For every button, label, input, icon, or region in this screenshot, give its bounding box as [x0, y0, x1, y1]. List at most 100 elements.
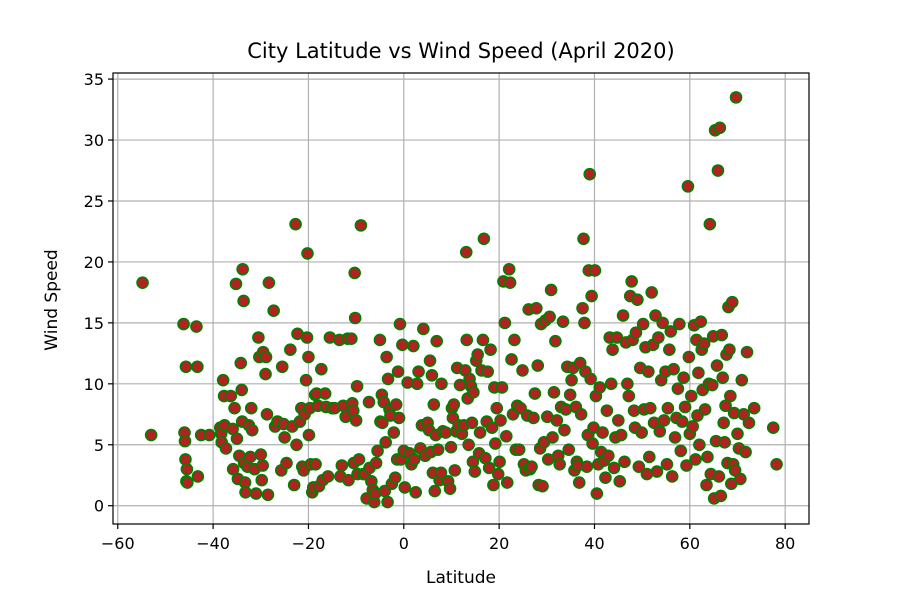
data-point — [388, 471, 402, 484]
data-point — [302, 428, 316, 442]
data-point — [350, 379, 364, 393]
data-point — [431, 443, 445, 456]
data-point — [423, 354, 437, 367]
data-point — [681, 180, 695, 193]
data-point — [663, 343, 676, 356]
data-point — [499, 429, 513, 443]
x-axis-label: Latitude — [426, 568, 496, 588]
data-point — [243, 450, 257, 464]
data-point — [664, 325, 678, 338]
y-tick-label: 20 — [84, 253, 104, 272]
data-point — [191, 360, 204, 374]
data-point — [500, 476, 514, 489]
data-point — [262, 276, 276, 289]
data-point — [572, 476, 586, 489]
data-point — [244, 401, 258, 415]
data-point — [448, 464, 462, 477]
data-point — [376, 416, 389, 430]
data-point — [485, 421, 499, 435]
data-point — [425, 368, 439, 382]
data-point — [229, 277, 243, 291]
y-tick-label: 0 — [94, 497, 104, 516]
data-point — [237, 294, 250, 308]
data-point — [144, 428, 158, 442]
data-point — [428, 484, 442, 498]
data-point — [563, 388, 577, 402]
data-point — [494, 414, 507, 427]
data-point — [348, 266, 361, 280]
data-point — [177, 317, 190, 331]
data-point — [742, 416, 756, 430]
data-point — [536, 479, 549, 493]
data-point — [467, 386, 480, 399]
data-point — [435, 377, 448, 391]
data-point — [558, 423, 571, 437]
data-point — [675, 415, 689, 428]
data-point — [236, 262, 249, 276]
data-point — [590, 487, 604, 500]
y-tick-label: 10 — [84, 375, 104, 394]
data-point — [471, 348, 484, 361]
data-point — [345, 332, 358, 346]
x-tick-label: 80 — [775, 534, 795, 553]
data-point — [614, 428, 628, 442]
data-point — [692, 366, 705, 380]
data-point — [302, 350, 315, 364]
x-tick-label: 0 — [399, 534, 409, 553]
data-point — [740, 345, 754, 359]
data-point — [373, 333, 387, 347]
data-point — [179, 360, 193, 374]
data-point — [409, 486, 423, 499]
data-point — [235, 383, 249, 397]
data-point — [180, 462, 194, 476]
data-point — [616, 309, 630, 322]
data-point — [245, 423, 259, 437]
data-point — [549, 334, 562, 348]
data-point — [698, 403, 712, 416]
data-point — [202, 428, 216, 442]
data-point — [682, 350, 696, 364]
data-point — [697, 337, 711, 350]
data-point — [559, 403, 573, 416]
data-point — [254, 448, 268, 461]
data-point — [576, 301, 589, 315]
data-point — [580, 460, 594, 474]
data-point — [723, 343, 736, 356]
data-point — [677, 371, 690, 385]
data-point — [650, 465, 664, 478]
y-tick-label: 35 — [84, 70, 104, 89]
data-points — [136, 91, 783, 509]
data-point — [629, 326, 643, 339]
data-point — [261, 488, 275, 502]
data-point — [565, 373, 578, 387]
data-point — [352, 453, 366, 466]
data-point — [259, 350, 273, 364]
data-point — [671, 382, 685, 396]
data-point — [503, 276, 517, 289]
data-point — [380, 350, 393, 364]
data-point — [530, 301, 543, 315]
data-point — [621, 377, 634, 391]
data-point — [729, 91, 743, 104]
data-point — [178, 434, 192, 448]
data-point — [396, 338, 409, 352]
data-point — [481, 365, 494, 378]
data-point — [636, 317, 650, 331]
data-point — [613, 475, 627, 488]
data-point — [369, 456, 383, 470]
data-point — [290, 438, 303, 452]
data-point — [717, 416, 730, 430]
data-point — [665, 470, 679, 483]
data-point — [443, 482, 457, 495]
data-point — [392, 411, 406, 425]
data-point — [543, 310, 556, 324]
data-point — [649, 309, 662, 322]
data-point — [528, 387, 542, 400]
data-point — [410, 377, 424, 391]
data-point — [635, 426, 648, 439]
data-point — [444, 440, 458, 454]
data-point — [546, 431, 559, 444]
data-point — [389, 398, 403, 411]
